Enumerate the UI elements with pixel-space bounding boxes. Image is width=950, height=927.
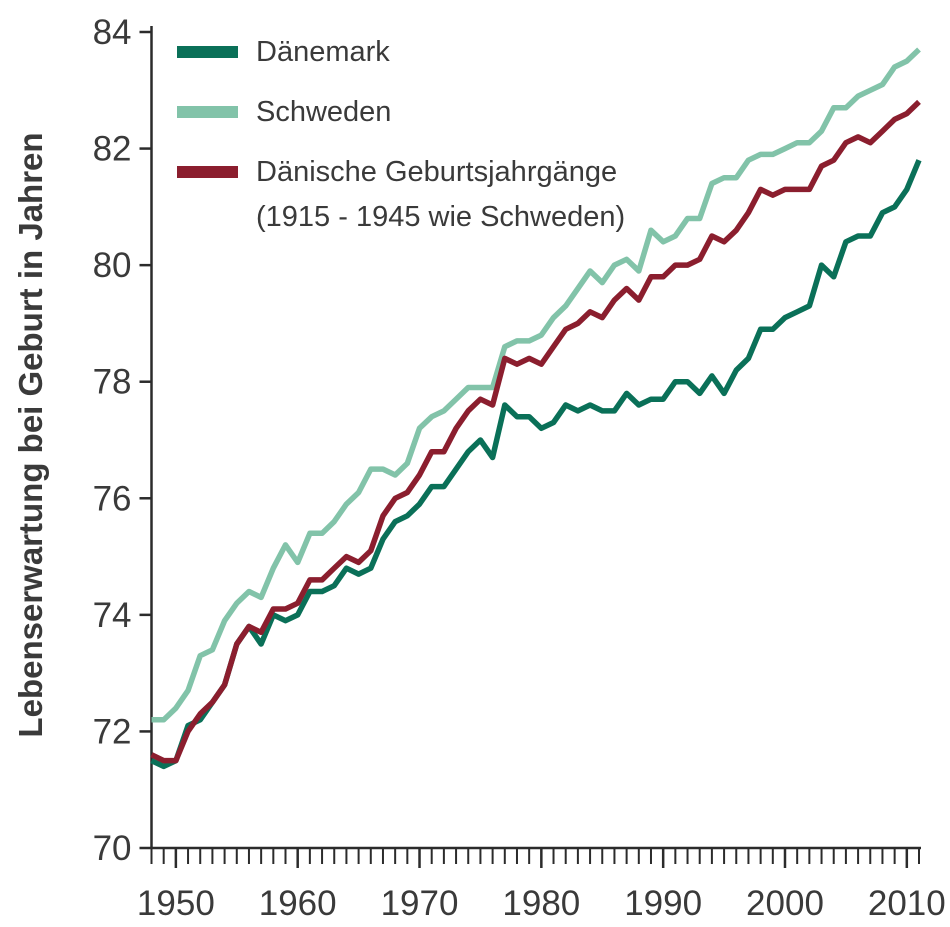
x-tick-label: 2010 [868,884,946,923]
x-tick-label: 1950 [137,884,215,923]
series-line-schweden [151,47,921,723]
legend-swatch [177,46,238,58]
x-axis: 1950 1960 1970 1980 1990 2000 2010 [137,846,946,923]
y-tick-label: 70 [93,829,132,868]
legend-swatch [177,106,238,118]
y-tick-label: 84 [93,13,132,52]
y-tick-label: 82 [93,130,132,169]
x-tick-label: 1960 [259,884,337,923]
y-tick-label: 74 [93,596,132,635]
legend-swatch [177,166,238,178]
legend-item-schweden: Schweden [177,96,391,128]
y-tick-label: 76 [93,479,132,518]
legend-label: Schweden [256,96,391,128]
x-tick-label: 1980 [502,884,580,923]
legend-label: (1915 - 1945 wie Schweden) [256,201,625,233]
legend-item-geburtsjahrgaenge: Dänische Geburtsjahrgänge (1915 - 1945 wi… [177,156,625,233]
x-tick-label: 1970 [381,884,459,923]
legend-label: Dänemark [256,36,390,68]
series-line-geburtsjahrgaenge [150,99,921,764]
series-lines [150,47,922,770]
legend: Dänemark Schweden Dänische Geburtsjahrgäng… [177,36,625,233]
y-tick-label: 80 [93,246,132,285]
legend-label: Dänische Geburtsjahrgänge [256,156,617,188]
y-axis-title: Lebenserwartung bei Geburt in Jahren [12,132,49,737]
x-tick-label: 2000 [746,884,824,923]
y-axis: 70 72 74 76 78 80 82 84 [93,13,153,868]
y-tick-label: 72 [93,712,132,751]
y-tick-label: 78 [93,363,132,402]
x-tick-label: 1990 [624,884,702,923]
series-line-daenemark [150,159,922,770]
legend-item-daenemark: Dänemark [177,36,390,68]
